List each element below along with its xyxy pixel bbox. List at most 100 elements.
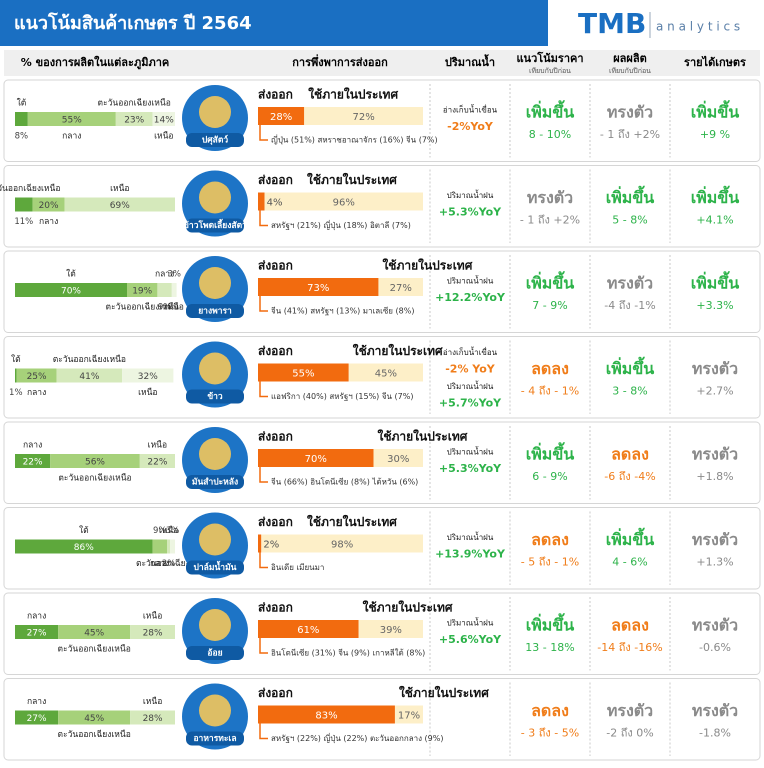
product-name: ยางพารา [198, 307, 232, 317]
domestic-bar [264, 192, 423, 211]
water-change: +5.7%YoY [439, 397, 502, 410]
region-segment [152, 112, 175, 126]
price-range: - 4 ถึง - 1% [521, 385, 579, 398]
income-trend: ทรงตัว [692, 445, 738, 464]
export-bracket [259, 552, 268, 569]
export-heading: ส่งออก [258, 601, 293, 615]
export-bracket [259, 723, 268, 740]
output-trend: เพิ่มขึ้น [606, 356, 655, 378]
region-value: 69% [110, 201, 130, 211]
region-value: 55% [62, 116, 82, 126]
output-range: 5 - 8% [612, 214, 647, 227]
region-name: ตะวันออกเฉียงเหนือ [58, 473, 131, 484]
export-value: 61% [297, 625, 319, 636]
region-value: 22% [23, 458, 43, 468]
region-name: ตะวันออกเฉียงเหนือ [98, 98, 171, 109]
product-icon-inner [199, 438, 231, 470]
region-value: 45% [84, 714, 104, 724]
output-trend: เพิ่มขึ้น [606, 527, 655, 549]
export-value: 55% [292, 369, 314, 380]
domestic-value: 39% [380, 625, 402, 636]
income-trend: ทรงตัว [692, 701, 738, 720]
region-value: 3% [167, 270, 181, 280]
income-range: +1.8% [696, 470, 733, 483]
export-value: 70% [305, 454, 327, 465]
column-header: การพึ่งพาการส่งออก [292, 54, 388, 69]
water-change: +5.3%YoY [439, 206, 502, 219]
income-trend: ทรงตัว [692, 359, 738, 378]
product-name: ข้าว [207, 391, 223, 402]
domestic-value: 30% [387, 454, 409, 465]
region-segment [15, 283, 127, 297]
export-heading: ส่งออก [258, 686, 293, 700]
domestic-bar [373, 449, 423, 467]
water-change: +5.3%YoY [439, 462, 502, 475]
price-range: 7 - 9% [532, 299, 567, 312]
region-value: 14% [154, 116, 174, 126]
export-bracket [259, 210, 268, 227]
water-source: ปริมาณน้ำฝน [447, 275, 494, 286]
water-source: ปริมาณน้ำฝน [447, 446, 494, 457]
region-name: เหนือ [138, 387, 157, 398]
product-name: ปศุสัตว์ [202, 135, 228, 146]
region-name: กลาง [27, 388, 46, 398]
region-name: กลาง [27, 612, 46, 622]
output-trend: ลดลง [611, 616, 649, 635]
destinations: สหรัฐฯ (21%) ญี่ปุ่น (18%) อิตาลี (7%) [271, 219, 411, 230]
region-segment [15, 112, 28, 126]
region-name: ตะวันออกเฉียงเหนือ [136, 558, 209, 569]
export-value: 83% [315, 711, 337, 722]
region-value: 41% [79, 372, 99, 382]
product-name: ปาล์มน้ำมัน [194, 560, 237, 573]
income-range: +2.7% [696, 385, 733, 398]
product-icon-inner [199, 609, 231, 641]
output-range: -4 ถึง -1% [604, 299, 655, 312]
export-bar [258, 620, 359, 638]
income-range: +3.3% [696, 299, 733, 312]
product-icon-inner [199, 96, 231, 128]
product-label-band [186, 560, 244, 575]
region-name: เหนือ [110, 183, 129, 194]
column-note: เทียบกับปีก่อน [609, 67, 651, 75]
export-heading: ส่งออก [258, 515, 293, 529]
water-change: +13.9%YoY [435, 548, 506, 561]
destinations: จีน (41%) สหรัฐฯ (13%) มาเลเซีย (8%) [271, 307, 415, 316]
price-trend: ลดลง [531, 359, 569, 378]
region-name: กลาง [27, 697, 46, 707]
region-segment [170, 539, 175, 554]
region-name: เหนือ [143, 611, 162, 622]
region-segment [15, 368, 17, 383]
water-change: +12.2%YoY [435, 291, 506, 304]
water-source: อ่างเก็บน้ำเขื่อน [443, 346, 498, 357]
price-range: - 5 ถึง - 1% [521, 556, 579, 569]
export-bar [258, 278, 379, 296]
region-segment [127, 283, 158, 297]
destinations: จีน (66%) อินโดนีเซีย (8%) ไต้หวัน (6%) [271, 477, 419, 487]
region-name: ใต้ [11, 354, 21, 365]
export-bar [258, 363, 349, 382]
region-value: 2% [162, 559, 176, 569]
domestic-heading: ใช้ภายในประเทศ [353, 343, 443, 358]
product-icon-inner [199, 267, 231, 299]
region-segment [15, 197, 33, 212]
water-source: อ่างเก็บน้ำเขื่อน [443, 104, 498, 115]
logo: TMB [578, 7, 646, 40]
region-segment [16, 368, 57, 383]
export-bar [258, 705, 395, 724]
price-trend: เพิ่มขึ้น [526, 100, 575, 122]
region-segment [122, 368, 174, 383]
domestic-value: 72% [352, 112, 374, 123]
output-trend: ทรงตัว [607, 274, 653, 293]
region-value: 23% [124, 116, 144, 126]
income-trend: เพิ่มขึ้น [691, 100, 740, 122]
region-name: ใต้ [79, 525, 89, 536]
column-note: เทียบกับปีก่อน [529, 67, 571, 75]
price-trend: เพิ่มขึ้น [526, 271, 575, 293]
export-heading: ส่งออก [258, 259, 293, 273]
region-segment [58, 625, 131, 639]
region-value: 28% [143, 629, 163, 639]
region-segment [64, 197, 175, 212]
income-range: -1.8% [699, 727, 731, 740]
water-source: ปริมาณน้ำฝน [447, 617, 494, 628]
